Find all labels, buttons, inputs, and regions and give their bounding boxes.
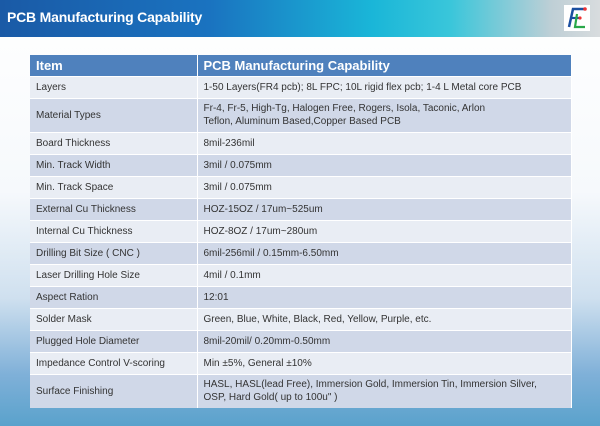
capability-line: HASL, HASL(lead Free), Immersion Gold, I…	[203, 379, 537, 391]
table-row: Board Thickness 8mil-236mil	[30, 131, 572, 154]
capability-cell: HOZ-8OZ / 17um~280um	[197, 219, 572, 242]
item-cell: Impedance Control V-scoring	[30, 351, 198, 374]
capability-line: Green, Blue, White, Black, Red, Yellow, …	[203, 313, 432, 325]
capability-line: 8mil-236mil	[203, 137, 255, 149]
table-row: Aspect Ration 12:01	[30, 285, 572, 308]
table-row: Solder Mask Green, Blue, White, Black, Re…	[30, 307, 572, 330]
capability-line: 4mil / 0.1mm	[203, 269, 261, 281]
item-cell: Internal Cu Thickness	[30, 219, 198, 242]
capability-cell: Fr-4, Fr-5, High-Tg, Halogen Free, Roger…	[197, 97, 572, 132]
capability-line: HOZ-8OZ / 17um~280um	[203, 225, 318, 237]
capability-cell: 1-50 Layers(FR4 pcb); 8L FPC; 10L rigid …	[197, 75, 572, 98]
column-header-item: Item	[30, 55, 198, 76]
item-cell: Layers	[30, 75, 198, 98]
capability-cell: Min ±5%, General ±10%	[197, 351, 572, 374]
capability-line: HOZ-15OZ / 17um~525um	[203, 203, 323, 215]
item-cell: Board Thickness	[30, 131, 198, 154]
column-header-capability: PCB Manufacturing Capability	[197, 55, 572, 76]
capability-line: 6mil-256mil / 0.15mm-6.50mm	[203, 247, 339, 259]
table-row: Material Types Fr-4, Fr-5, High-Tg, Halog…	[30, 97, 572, 132]
table-row: Min. Track Space 3mil / 0.075mm	[30, 175, 572, 198]
table-row: Impedance Control V-scoring Min ±5%, Gene…	[30, 351, 572, 374]
capability-line: Fr-4, Fr-5, High-Tg, Halogen Free, Roger…	[203, 103, 486, 114]
table-row: Plugged Hole Diameter 8mil-20mil/ 0.20mm-…	[30, 329, 572, 352]
table-row: Min. Track Width 3mil / 0.075mm	[30, 153, 572, 176]
company-logo-icon	[564, 5, 590, 31]
item-cell: Surface Finishing	[30, 373, 198, 408]
capability-cell: 4mil / 0.1mm	[197, 263, 572, 286]
title-banner: PCB Manufacturing Capability	[0, 0, 600, 37]
capability-cell: HOZ-15OZ / 17um~525um	[197, 197, 572, 220]
capability-line: 8mil-20mil/ 0.20mm-0.50mm	[203, 335, 331, 347]
table-row: Layers 1-50 Layers(FR4 pcb); 8L FPC; 10L …	[30, 75, 572, 98]
capability-cell: 12:01	[197, 285, 572, 308]
capability-line: 3mil / 0.075mm	[203, 159, 272, 171]
table-row: External Cu Thickness HOZ-15OZ / 17um~525…	[30, 197, 572, 220]
table-row: Laser Drilling Hole Size 4mil / 0.1mm	[30, 263, 572, 286]
capability-cell: 6mil-256mil / 0.15mm-6.50mm	[197, 241, 572, 264]
item-cell: Min. Track Space	[30, 175, 198, 198]
table-row: Drilling Bit Size ( CNC ) 6mil-256mil / 0…	[30, 241, 572, 264]
item-cell: Min. Track Width	[30, 153, 198, 176]
item-cell: Laser Drilling Hole Size	[30, 263, 198, 286]
capability-cell: 8mil-236mil	[197, 131, 572, 154]
table-row: Internal Cu Thickness HOZ-8OZ / 17um~280u…	[30, 219, 572, 242]
item-cell: Solder Mask	[30, 307, 198, 330]
item-cell: Material Types	[30, 97, 198, 132]
capability-line: Min ±5%, General ±10%	[203, 357, 312, 369]
table-row: Surface Finishing HASL, HASL(lead Free), …	[30, 373, 572, 408]
item-cell: Plugged Hole Diameter	[30, 329, 198, 352]
capability-cell: 8mil-20mil/ 0.20mm-0.50mm	[197, 329, 572, 352]
capability-line: OSP, Hard Gold( up to 100u" )	[203, 392, 338, 404]
item-cell: Aspect Ration	[30, 285, 198, 308]
table-header-row: Item PCB Manufacturing Capability	[30, 55, 572, 76]
capability-line: 12:01	[203, 291, 229, 303]
capability-cell: 3mil / 0.075mm	[197, 153, 572, 176]
capability-table: Item PCB Manufacturing Capability Layers…	[30, 55, 572, 408]
page-title: PCB Manufacturing Capability	[7, 9, 203, 25]
item-cell: External Cu Thickness	[30, 197, 198, 220]
capability-cell: 3mil / 0.075mm	[197, 175, 572, 198]
capability-cell: HASL, HASL(lead Free), Immersion Gold, I…	[197, 373, 572, 408]
capability-line: 3mil / 0.075mm	[203, 181, 272, 193]
capability-line: 1-50 Layers(FR4 pcb); 8L FPC; 10L rigid …	[203, 81, 522, 93]
capability-cell: Green, Blue, White, Black, Red, Yellow, …	[197, 307, 572, 330]
item-cell: Drilling Bit Size ( CNC )	[30, 241, 198, 264]
capability-line: Teflon, Aluminum Based,Copper Based PCB	[203, 116, 401, 127]
